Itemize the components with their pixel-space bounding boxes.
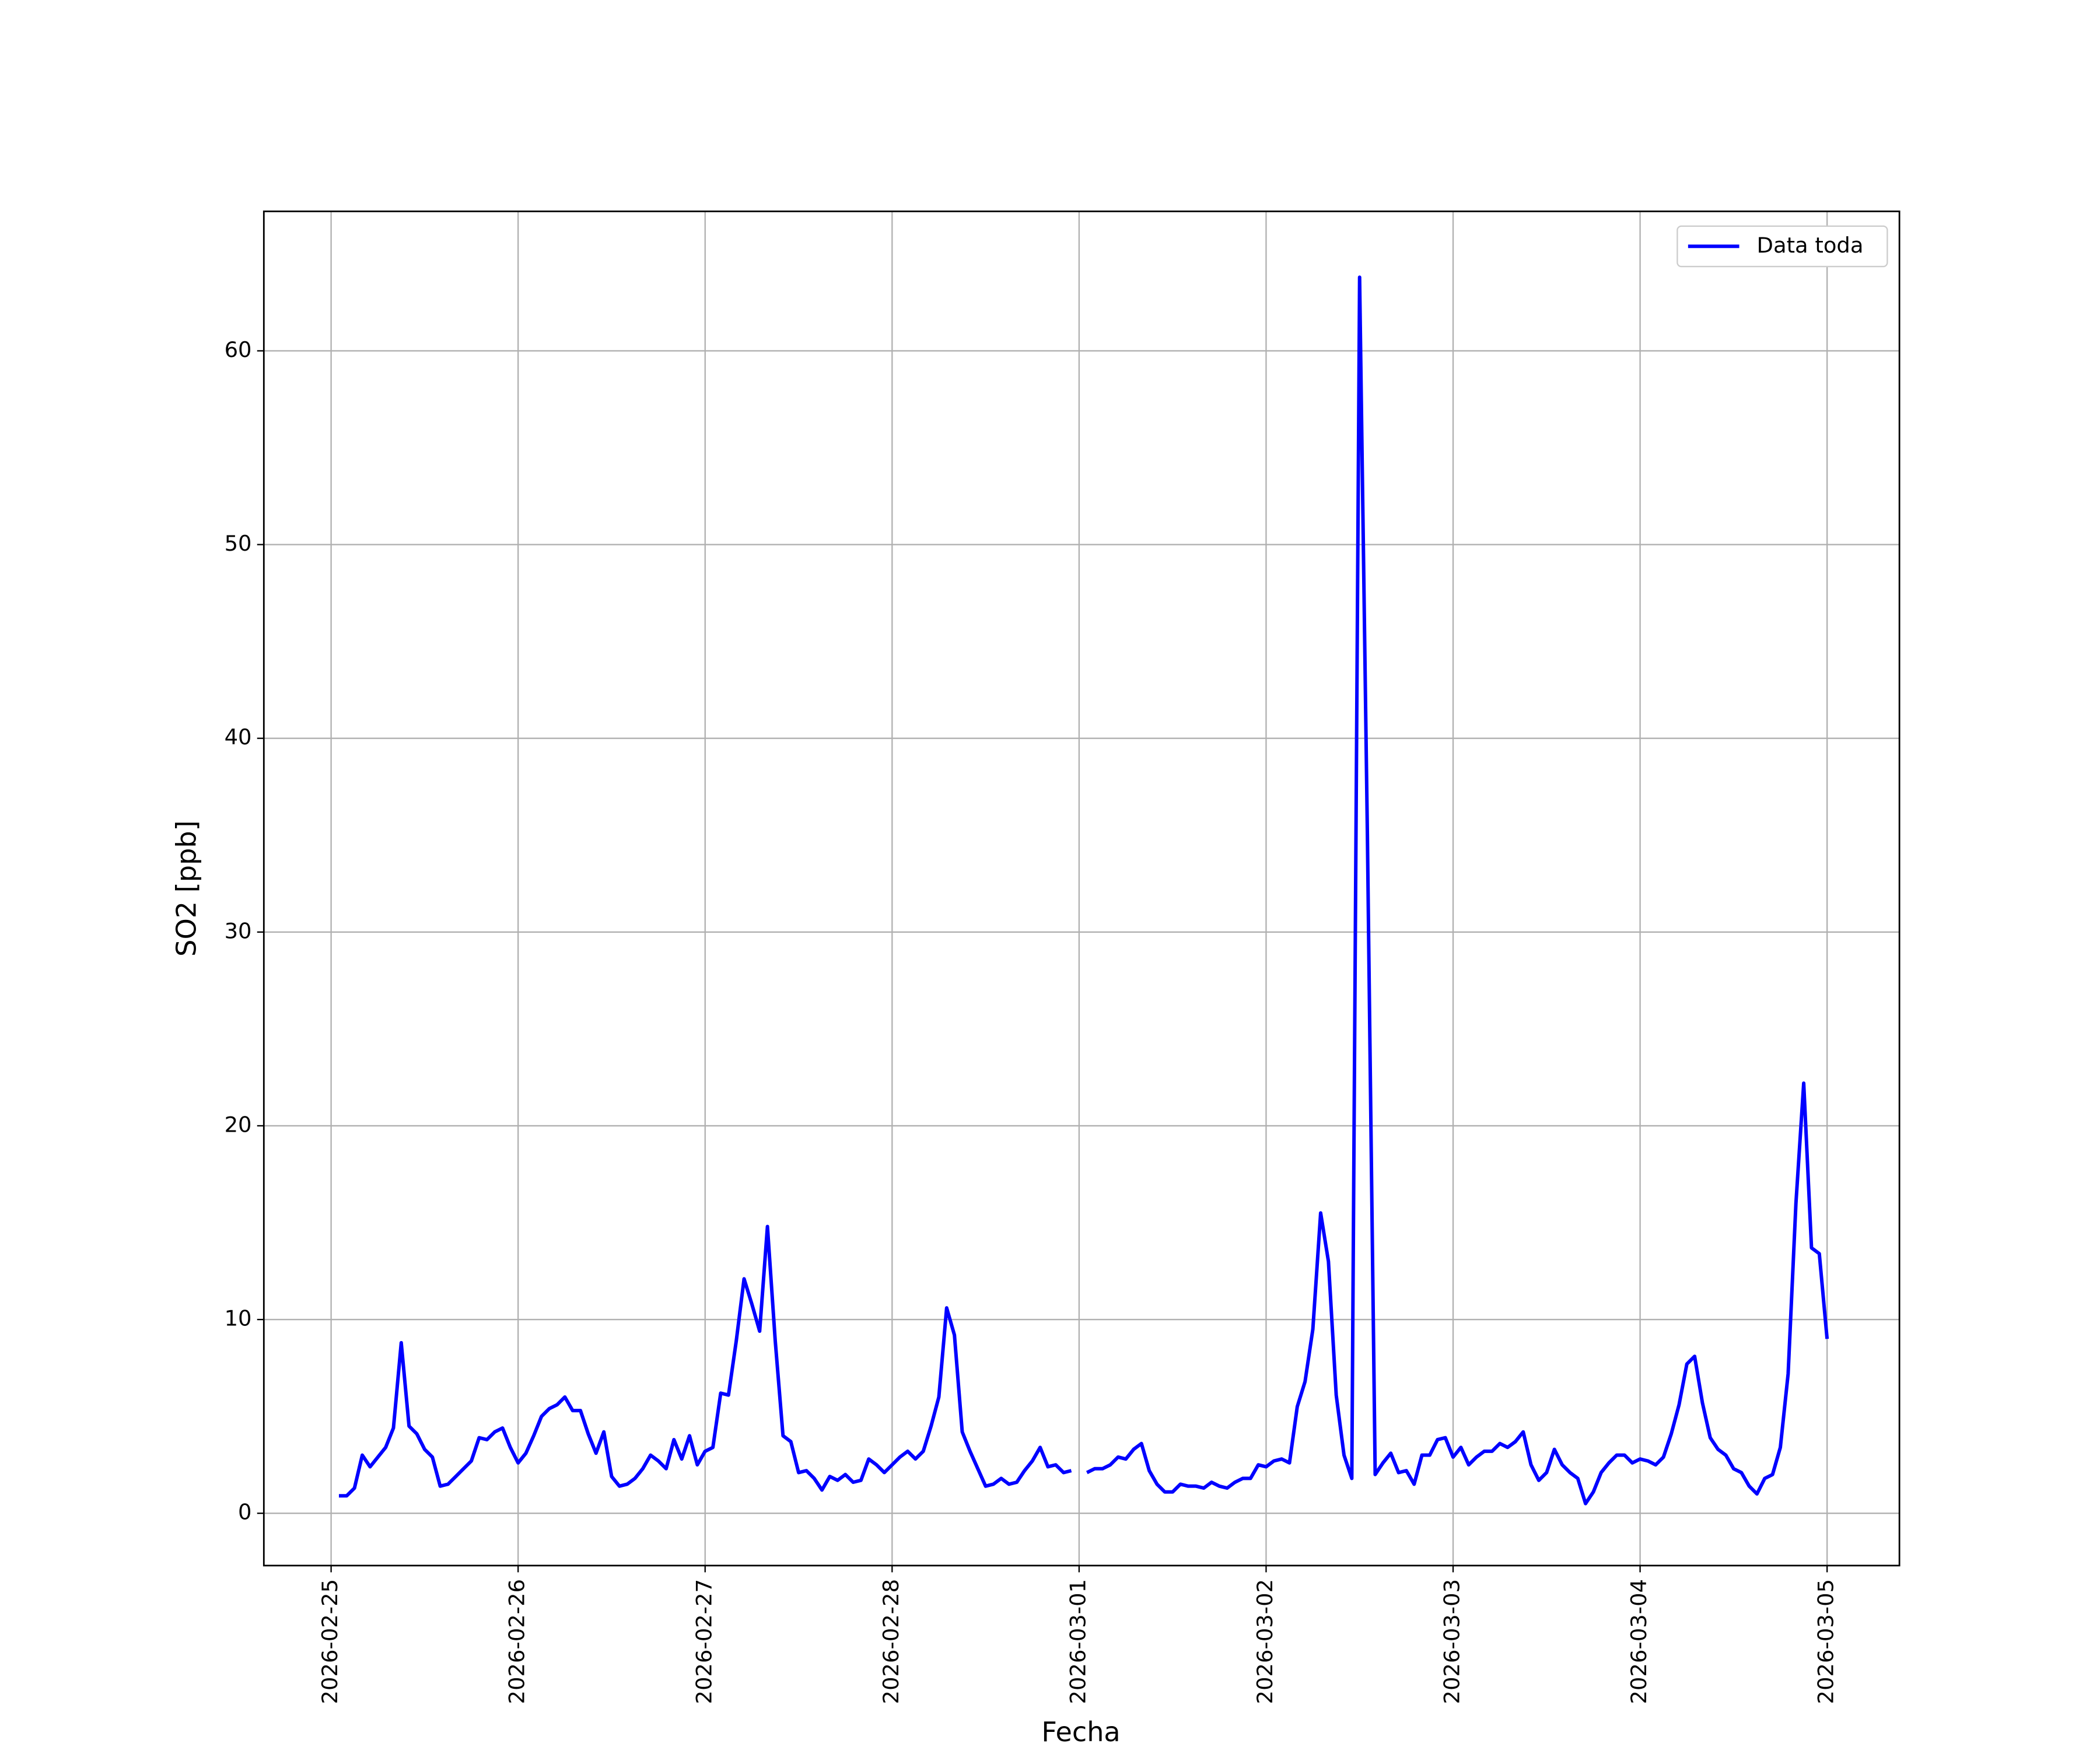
legend: Data toda (1676, 225, 1888, 268)
x-axis-label: Fecha (1041, 1716, 1120, 1748)
y-tick-label: 30 (225, 918, 252, 943)
x-tick-label: 2026-03-02 (1252, 1579, 1278, 1704)
y-tick-label: 20 (225, 1112, 252, 1137)
x-tick-label: 2026-03-04 (1626, 1579, 1651, 1704)
y-tick-label: 60 (225, 337, 252, 362)
y-tick-label: 50 (225, 531, 252, 556)
y-tick-label: 10 (225, 1306, 252, 1331)
y-tick-label: 40 (225, 724, 252, 750)
legend-label: Data toda (1757, 233, 1864, 258)
y-axis-label: SO2 [ppb] (171, 820, 202, 957)
data-line (338, 275, 1829, 1506)
x-tick-label: 2026-03-03 (1440, 1579, 1465, 1704)
grid (264, 211, 1900, 1566)
plot-area (338, 275, 1829, 1506)
x-tick-label: 2026-02-27 (691, 1579, 716, 1704)
x-tick-label: 2026-03-01 (1065, 1579, 1090, 1704)
x-tick-label: 2026-02-28 (878, 1579, 904, 1704)
x-tick-label: 2026-03-05 (1814, 1579, 1839, 1704)
axes-frame (262, 210, 1901, 1567)
x-tick-label: 2026-02-26 (505, 1579, 530, 1704)
y-tick-label: 0 (238, 1500, 251, 1525)
legend-box (1676, 225, 1888, 268)
x-tick-label: 2026-02-25 (317, 1579, 342, 1704)
